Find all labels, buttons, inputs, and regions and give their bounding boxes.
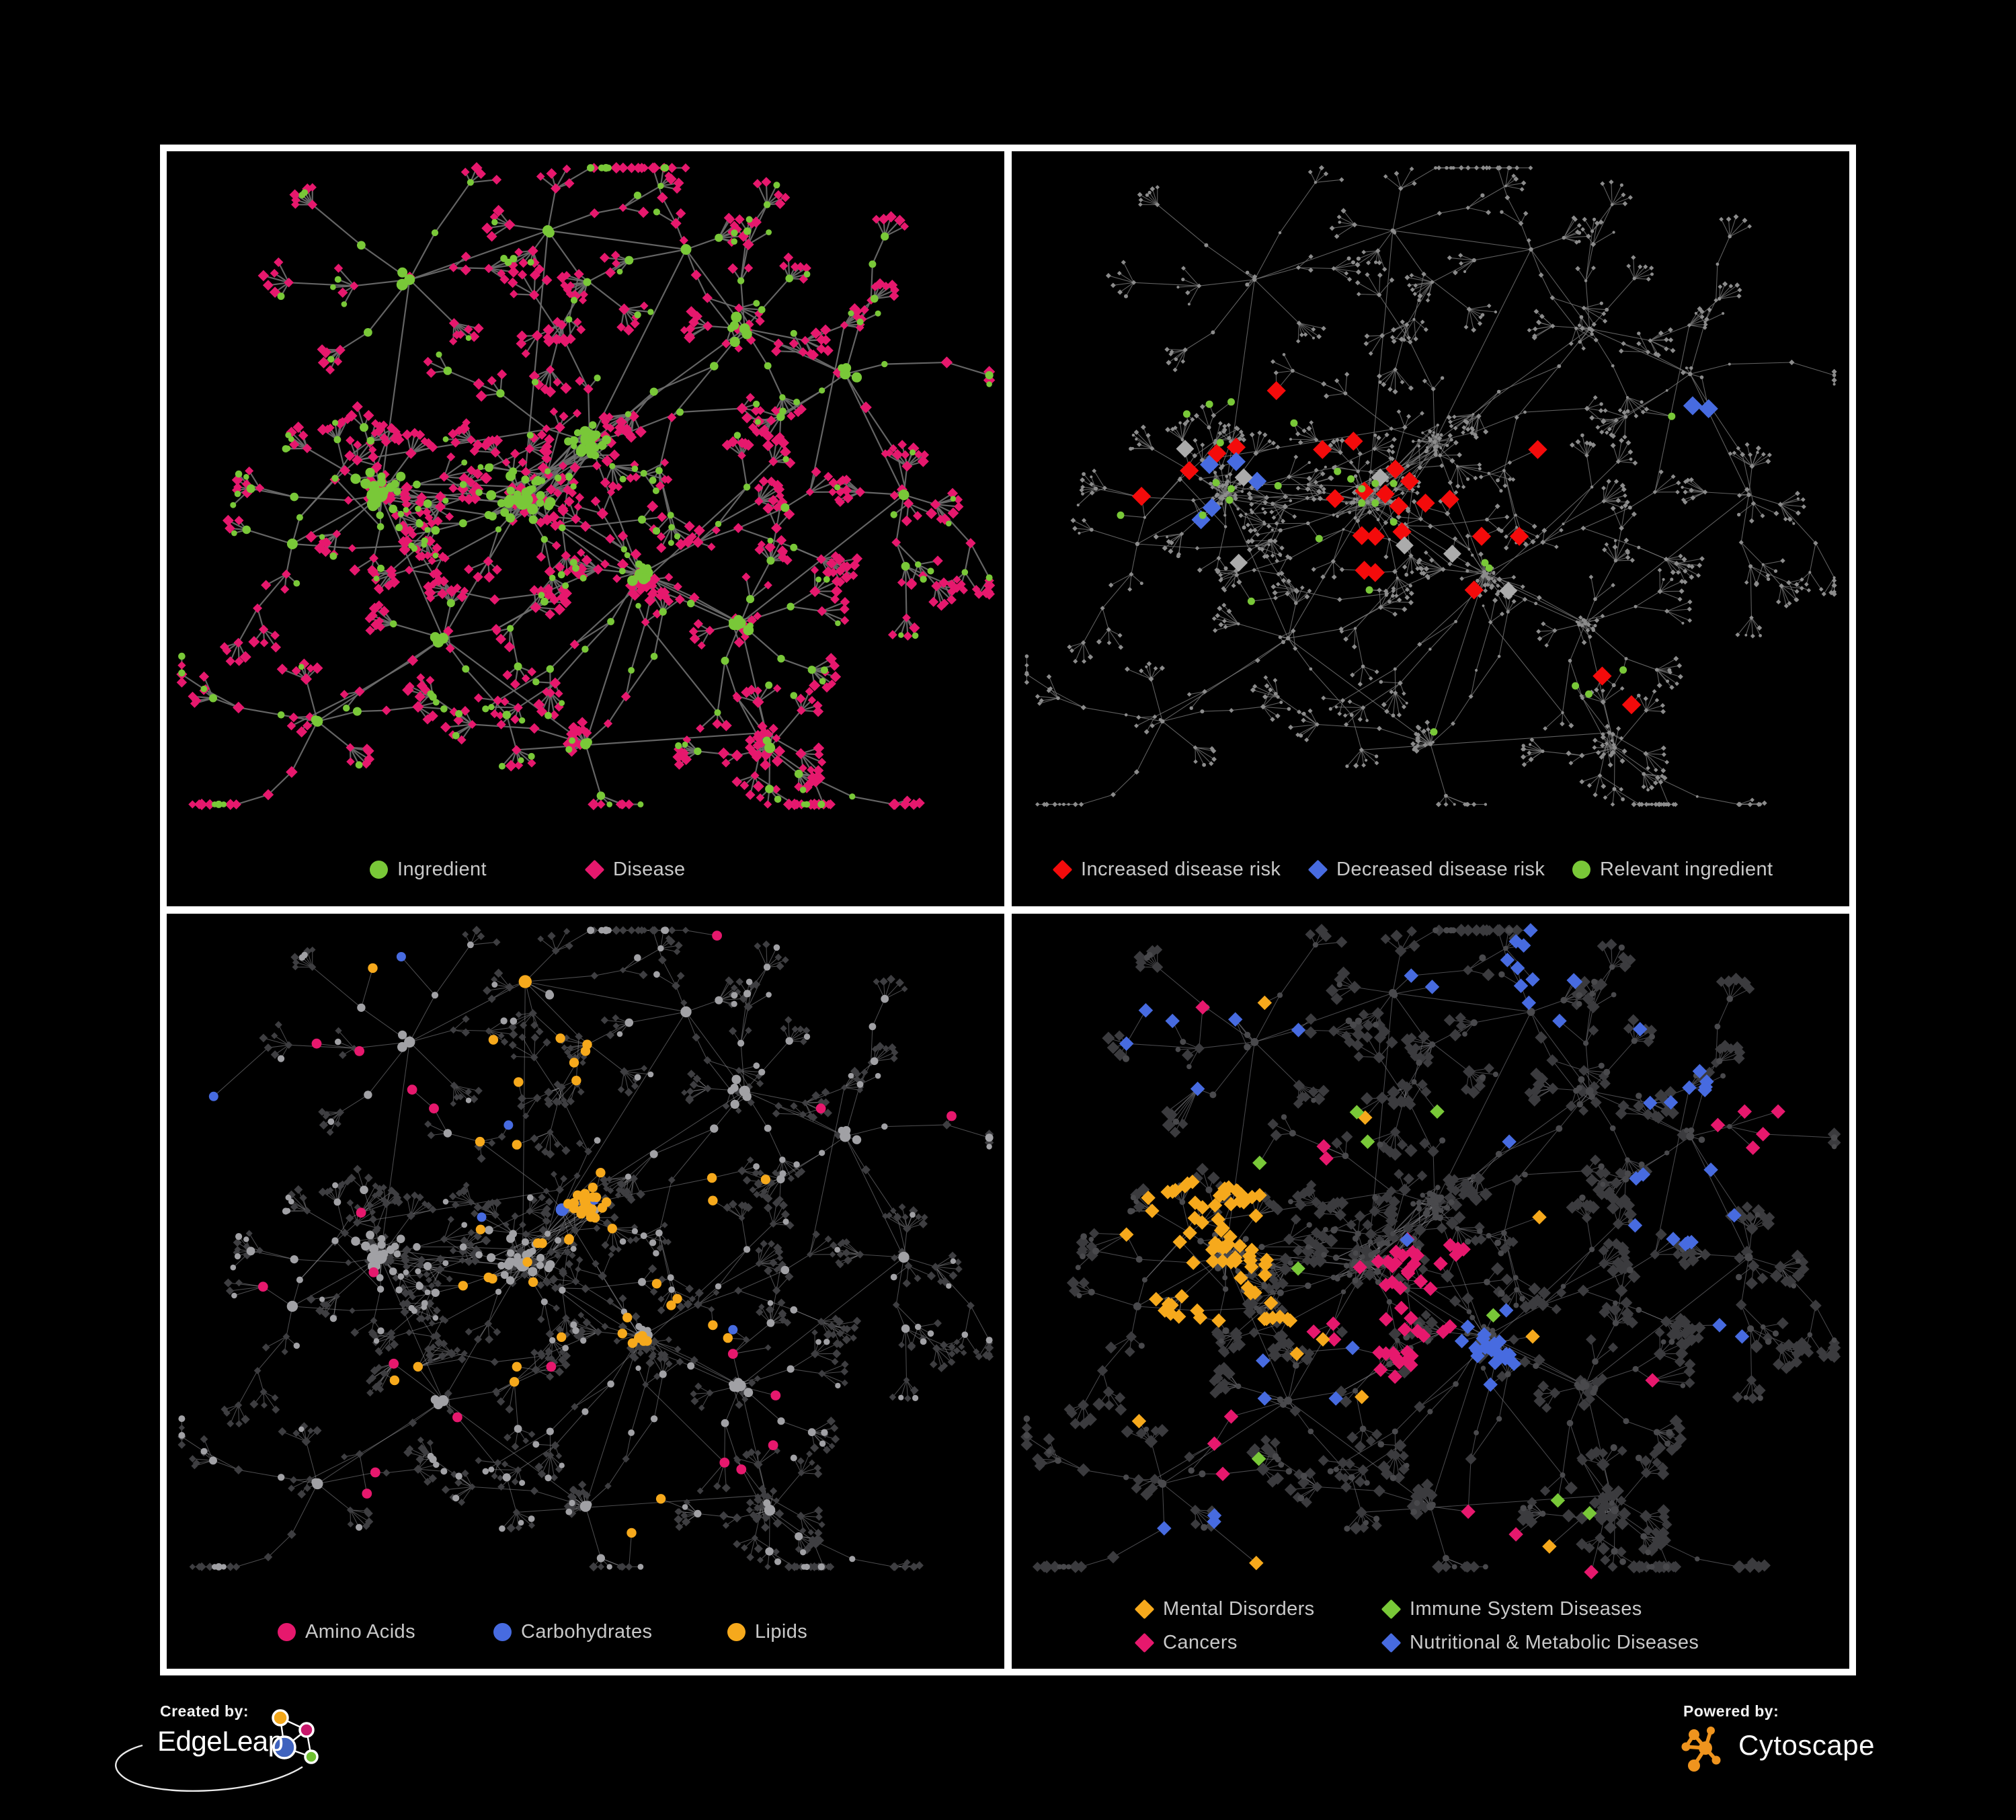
panel-disease-classes: Mental Disorders Immune System Diseases … [1012,914,1849,1669]
network-ingredient-disease [176,162,996,811]
network-disease-risk [1024,165,1837,807]
created-by-block: Created by: EdgeLeap [94,1694,363,1812]
powered-by-label: Powered by: [1683,1702,1779,1720]
created-by-label: Created by: [160,1702,249,1720]
cytoscape-wordmark: Cytoscape [1738,1729,1875,1761]
network-disease-classes [1020,922,1841,1580]
network-nutrient-classes [177,926,994,1572]
cytoscape-logo-icon [1681,1727,1721,1772]
panel-disease-risk: Increased disease risk Decreased disease… [1012,151,1849,906]
powered-by-block: Powered by: Cytoscape [1674,1694,1970,1812]
edgeleap-wordmark: EdgeLeap [157,1725,284,1757]
panel-ingredient-disease: Ingredient Disease [167,151,1004,906]
panel-grid: Ingredient Disease Increased disease ris… [160,145,1856,1675]
panel-nutrient-classes: Amino Acids Carbohydrates Lipids [167,914,1004,1669]
edgeleap-logo-icon [115,1709,319,1792]
